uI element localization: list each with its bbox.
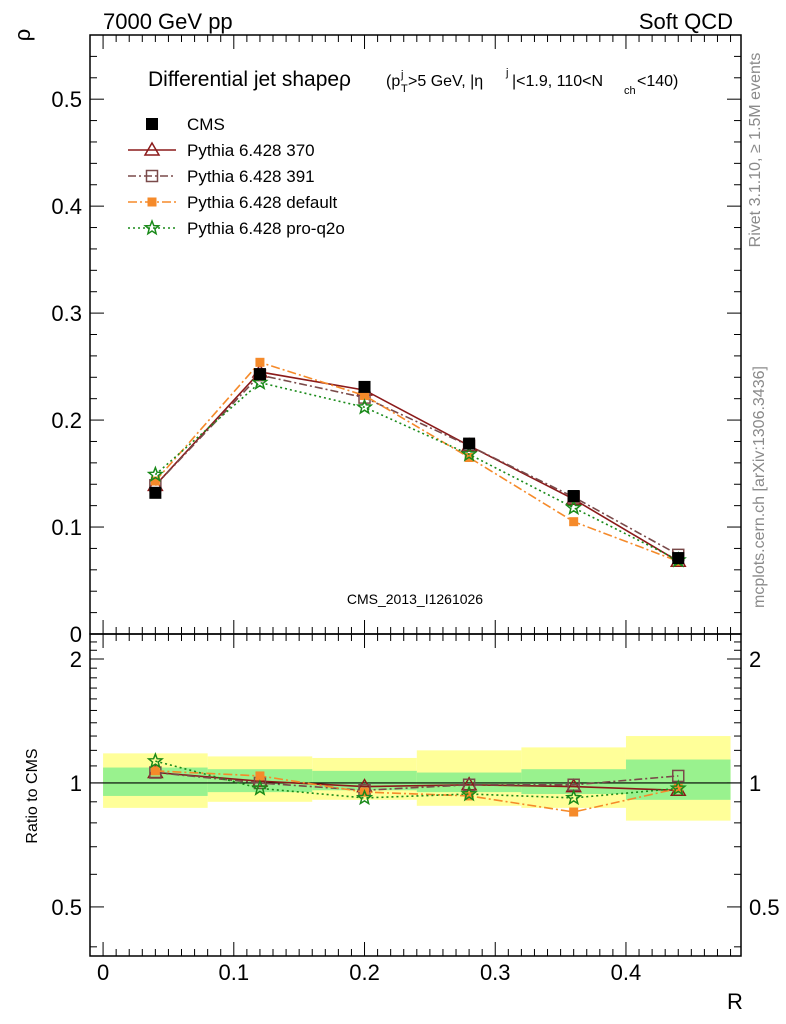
- main-series-pythia-6-428-default: [150, 357, 683, 566]
- ratio-point: [669, 779, 687, 796]
- ratio-ytick-label-right: 1: [749, 771, 761, 796]
- main-ytick-label: 0.1: [51, 515, 82, 540]
- main-ytick-label: 0.5: [51, 87, 82, 112]
- xtick-label: 0.2: [349, 960, 380, 985]
- title-part4: <140): [637, 73, 678, 90]
- title-pt-sup: j: [400, 69, 403, 81]
- rivet-version-label: Rivet 3.1.10, ≥ 1.5M events: [747, 53, 764, 248]
- ratio-point: [255, 771, 265, 781]
- legend-entry: Pythia 6.428 default: [128, 193, 338, 212]
- main-series-line: [154, 371, 679, 562]
- ratio-point: [355, 788, 374, 806]
- main-series-pythia-6-428-391: [149, 368, 685, 562]
- title-part3: |<1.9, 110<N: [512, 73, 603, 90]
- main-point: [672, 552, 685, 565]
- ratio-ytick-label: 2: [70, 647, 82, 672]
- ratio-uncertainty-bands: [90, 736, 741, 821]
- ratio-ytick-label-right: 2: [749, 647, 761, 672]
- legend-label: Pythia 6.428 pro-q2o: [187, 219, 345, 238]
- main-point: [460, 445, 478, 462]
- main-series-cms: [149, 368, 685, 565]
- axis-ticks: 0 0.1 0.2 0.3 0.4 0.5 0 0.1 0.2 0.3 0.4 0.5 0.5 1 1 2 2: [51, 34, 780, 985]
- main-point: [358, 380, 371, 393]
- ratio-point: [464, 791, 474, 801]
- xtick-label: 0: [97, 960, 109, 985]
- ratio-series-line: [155, 770, 679, 813]
- title-main: Differential jet shapeρ: [148, 68, 351, 91]
- plot-title: Differential jet shapeρ (p j T >5 GeV, |…: [148, 67, 678, 97]
- ratio-point: [565, 788, 583, 806]
- ratio-frame: [89, 633, 742, 957]
- ratio-point: [569, 807, 579, 817]
- main-series-line: [154, 374, 679, 556]
- legend-marker: [143, 141, 161, 156]
- main-point: [567, 490, 580, 503]
- xtick-label: 0.3: [480, 960, 511, 985]
- legend-label: Pythia 6.428 default: [187, 193, 338, 212]
- main-point: [355, 398, 374, 415]
- main-ytick-label: 0.4: [51, 194, 82, 219]
- xtick-label: 0.1: [218, 960, 249, 985]
- mcplots-label: mcplots.cern.ch [arXiv:1306.3436]: [751, 366, 768, 608]
- legend-marker: [145, 169, 159, 183]
- ratio-point: [150, 766, 160, 776]
- ratio-ytick-label: 1: [70, 771, 82, 796]
- main-ytick-label: 0: [70, 622, 82, 647]
- main-point: [255, 357, 265, 367]
- main-point: [564, 498, 583, 516]
- main-point: [569, 517, 579, 527]
- x-axis-label: R: [727, 989, 743, 1014]
- main-series-line: [154, 381, 679, 561]
- main-point: [150, 476, 160, 486]
- data-series: [146, 357, 687, 817]
- ratio-point: [251, 779, 269, 796]
- ratio-series-line: [155, 771, 679, 792]
- main-point: [149, 486, 162, 499]
- title-part1: (p: [386, 73, 400, 90]
- ratio-series-line: [155, 760, 679, 799]
- legend-entry: CMS: [146, 115, 225, 134]
- ratio-point: [146, 751, 165, 769]
- ratio-series-line: [155, 771, 679, 792]
- legend-entry: Pythia 6.428 370: [128, 141, 315, 160]
- ratio-series-pythia-6-428-pro-q2o: [146, 751, 687, 806]
- ratio-ytick-label-right: 0.5: [749, 895, 780, 920]
- legend-marker: [147, 197, 157, 207]
- main-point: [360, 390, 370, 400]
- header-right: Soft QCD: [639, 9, 733, 34]
- title-eta-sup: j: [505, 67, 508, 79]
- title-nch-sub: ch: [624, 85, 636, 97]
- ratio-point: [462, 778, 476, 792]
- analysis-watermark: CMS_2013_I1261026: [347, 591, 483, 607]
- legend-marker: [146, 118, 158, 130]
- ratio-y-axis-label: Ratio to CMS: [24, 748, 41, 843]
- title-pt-sub: T: [401, 83, 408, 95]
- legend-marker: [143, 218, 161, 236]
- ratio-ytick-label: 0.5: [51, 895, 82, 920]
- main-ytick-label: 0.2: [51, 408, 82, 433]
- legend-label: Pythia 6.428 370: [187, 141, 315, 160]
- main-y-axis-label: ρ: [10, 29, 35, 42]
- legend: CMS Pythia 6.428 370 Pythia 6.428 391 Pythi…: [128, 115, 345, 238]
- main-ytick-label: 0.3: [51, 301, 82, 326]
- main-point: [146, 465, 164, 483]
- band-inner-3: [416, 772, 522, 793]
- main-series-pythia-6-428-pro-q2o: [146, 373, 687, 568]
- main-point: [253, 368, 266, 381]
- legend-label: Pythia 6.428 391: [187, 167, 315, 186]
- ratio-point: [460, 784, 478, 802]
- main-point: [251, 373, 269, 391]
- main-series-pythia-6-428-370: [147, 363, 687, 568]
- header-left: 7000 GeV pp: [103, 9, 233, 34]
- main-point: [463, 437, 476, 450]
- xtick-label: 0.4: [611, 960, 642, 985]
- legend-entry: Pythia 6.428 pro-q2o: [128, 218, 345, 238]
- legend-entry: Pythia 6.428 391: [128, 167, 315, 186]
- ratio-point: [673, 783, 683, 793]
- legend-label: CMS: [187, 115, 225, 134]
- main-series-line: [154, 361, 679, 563]
- title-part2: >5 GeV, |η: [408, 73, 483, 90]
